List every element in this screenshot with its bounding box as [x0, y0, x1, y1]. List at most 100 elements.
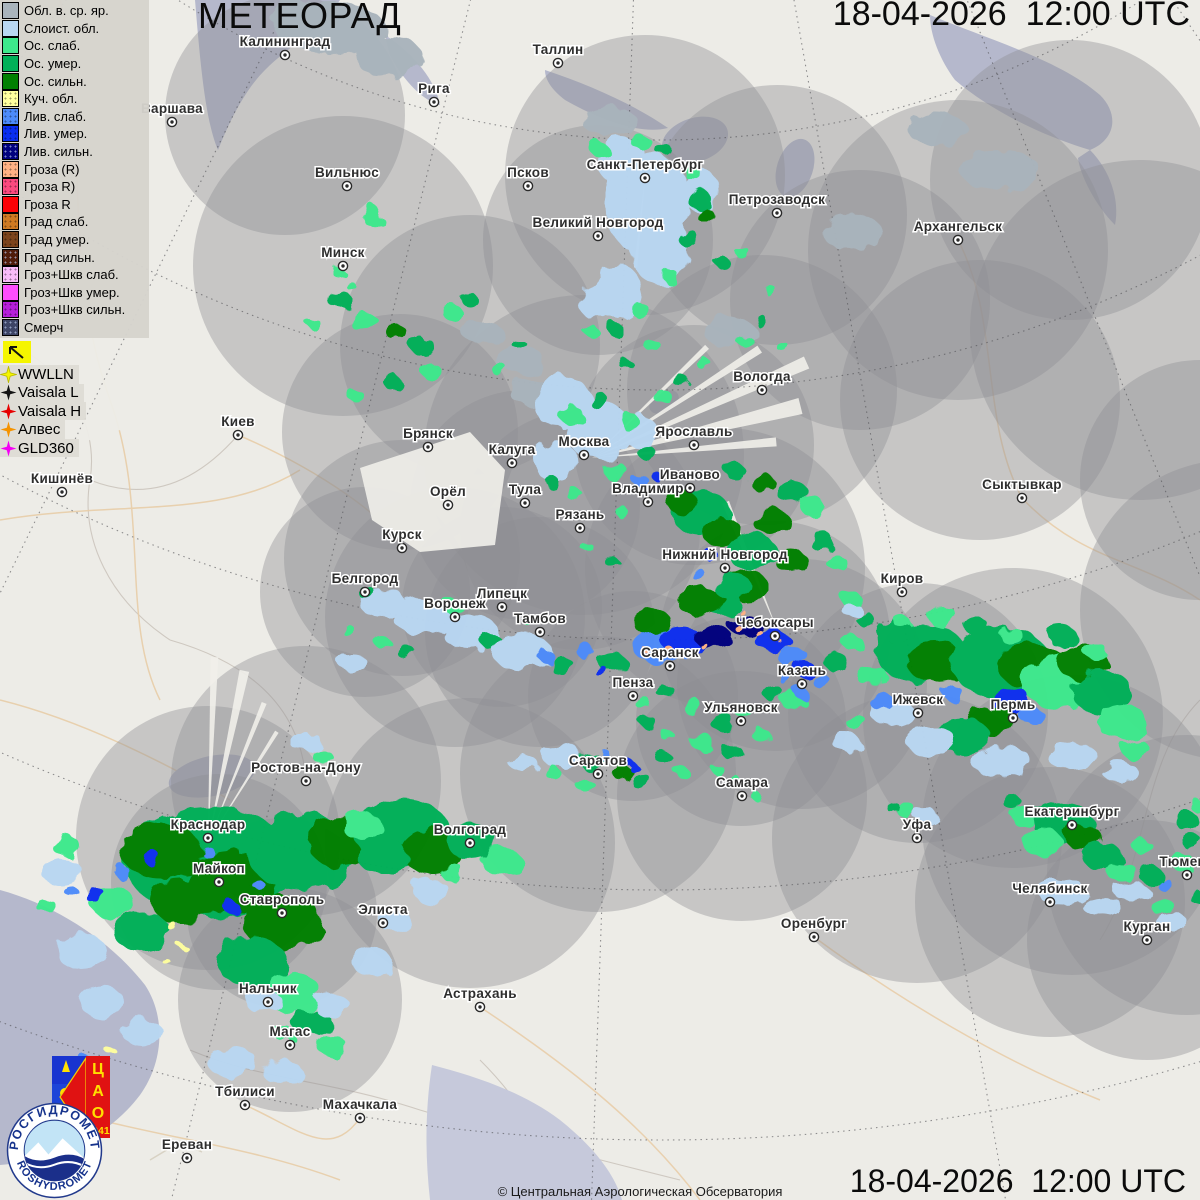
city-label: Челябинск [1012, 881, 1087, 896]
precip-cell [908, 114, 968, 146]
city-marker-dot [692, 443, 696, 447]
lightning-network-label: GLD360 [18, 439, 74, 457]
legend-item-label: Слоист. обл. [24, 20, 100, 36]
legend-color-swatch [2, 283, 19, 301]
city: Владимир [611, 480, 685, 508]
precip-cell [664, 645, 672, 651]
road-line [1021, 497, 1200, 601]
precip-cell [492, 634, 552, 670]
legend-item: Гроза R [0, 195, 149, 214]
city-marker-dot [775, 211, 779, 215]
city-label: Пермь [990, 697, 1035, 712]
legend-color-swatch [2, 37, 19, 55]
legend-panel: Обл. в. ср. яр. Слоист. обл. Ос. слаб. Ос. … [0, 0, 149, 458]
city-label: Киров [881, 571, 924, 586]
city-label: Калуга [489, 442, 536, 457]
lightning-network-item: GLD360 [0, 438, 79, 458]
city-marker-dot [217, 880, 221, 884]
city-marker-dot [206, 836, 210, 840]
precip-cell [776, 550, 808, 574]
precip-cell [682, 698, 702, 714]
precip-cell [754, 629, 762, 635]
precip-cell [122, 1018, 162, 1046]
city: Вильнюс [313, 164, 380, 192]
city: Ижевск [891, 691, 945, 719]
city-marker-dot [468, 841, 472, 845]
city: Ереван [160, 1136, 213, 1164]
roshydromet-logo: РОСГИДРОМЕТ ROSHYDROMET [6, 1102, 103, 1199]
precip-cell [644, 339, 660, 351]
precip-cell [688, 190, 712, 210]
road-line [0, 469, 301, 521]
precip-cell [621, 361, 635, 371]
precip-cell [328, 291, 352, 309]
precip-cell [336, 271, 348, 281]
precip-cell [762, 684, 782, 700]
radar-coverage-circle [730, 170, 990, 430]
precip-cell [363, 205, 381, 227]
city-label: Великий Новгород [533, 215, 664, 230]
city-label: Минск [321, 245, 364, 260]
city-marker-dot [266, 1000, 270, 1004]
city: Иваново [658, 466, 721, 494]
lightning-strike-icon [0, 440, 17, 456]
city: Челябинск [1011, 880, 1089, 908]
graticule-line [176, 0, 1144, 141]
precip-cell [608, 324, 624, 336]
legend-item-label: Град слаб. [24, 214, 89, 230]
legend-item-label: Обл. в. ср. яр. [24, 3, 109, 19]
precip-cell [754, 508, 790, 536]
precip-cell [103, 1044, 113, 1052]
precip-cell [651, 472, 661, 480]
city: Тбилиси [214, 1083, 276, 1111]
precip-cell [704, 550, 720, 562]
precip-cell [577, 645, 595, 659]
city-marker-dot [304, 779, 308, 783]
road-line [237, 434, 403, 549]
precip-cell [653, 389, 671, 403]
city-label: Пенза [613, 675, 654, 690]
precip-cell [896, 803, 916, 817]
precip-cell [268, 0, 328, 29]
precip-cell [722, 744, 742, 760]
lightning-network-item: Vaisala L [0, 383, 84, 403]
legend-item: Гроза (R) [0, 160, 149, 178]
city: Екатеринбург [1023, 803, 1121, 831]
legend-color-swatch [2, 318, 19, 336]
city-label: Оренбург [781, 916, 847, 931]
city-label: Кишинёв [31, 471, 93, 486]
city: Петрозаводск [727, 191, 826, 219]
city-marker-dot [500, 605, 504, 609]
precip-cell [1158, 880, 1174, 892]
city-label: Ростов-на-Дону [251, 760, 361, 775]
city-label: Тамбов [514, 611, 566, 626]
precip-cell [612, 764, 632, 780]
city-marker-dot [1185, 873, 1189, 877]
city-label: Курск [382, 527, 422, 542]
precip-cell [440, 863, 464, 881]
road-line [244, 1104, 361, 1140]
precip-cell [167, 922, 177, 930]
precip-cell [272, 1025, 292, 1039]
legend-color-swatch [2, 266, 19, 284]
precip-cell [305, 317, 319, 327]
legend-item-label: Лив. умер. [24, 126, 88, 142]
precip-cell [604, 463, 628, 481]
precip-cell [907, 727, 957, 757]
water-body [426, 1065, 622, 1200]
precip-cell [52, 836, 80, 856]
legend-item: Куч. обл. [0, 90, 149, 108]
lightning-network-label: WWLLN [18, 365, 74, 383]
city-marker-dot [243, 1103, 247, 1107]
precip-cell [462, 293, 478, 307]
legend-color-swatch [2, 160, 19, 178]
city: Брянск [402, 425, 454, 453]
precip-cell [696, 639, 704, 645]
city-label: Вильнюс [315, 165, 379, 180]
precip-cell [598, 138, 646, 186]
precip-cell [810, 532, 834, 552]
precip-cell [442, 304, 462, 320]
city: Тюмень [1158, 853, 1200, 881]
precip-cell [312, 749, 332, 763]
lightning-strike-icon [0, 403, 17, 420]
